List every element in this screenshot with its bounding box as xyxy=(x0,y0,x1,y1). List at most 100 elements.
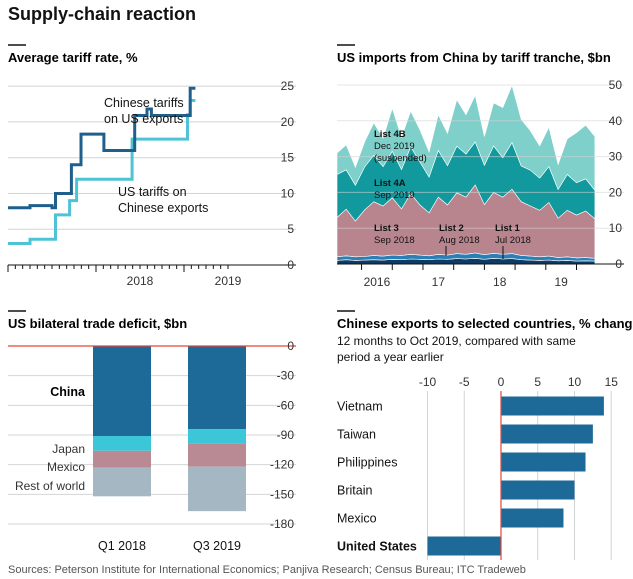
bar xyxy=(501,396,604,416)
series-label-line: Chinese exports xyxy=(118,201,208,215)
category-label: United States xyxy=(337,540,417,554)
y-tick-label: 0 xyxy=(287,339,294,353)
deficit-chart: US bilateral trade deficit, $bn 0 -30 -60 -… xyxy=(8,310,296,553)
deficit-y-tick-labels: 0 -30 -60 -90 -120 -150 -180 xyxy=(270,339,294,531)
tariff-chart-title: Average tariff rate, % xyxy=(8,50,138,65)
bar-segment-mexico xyxy=(188,443,246,467)
x-tick-label: 10 xyxy=(568,375,582,389)
y-tick-label: 0 xyxy=(615,257,622,271)
x-tick-label: -10 xyxy=(419,375,437,389)
imports-y-tick-labels: 0 10 20 30 40 50 xyxy=(609,78,623,271)
source-note: Sources: Peterson Institute for Internat… xyxy=(8,564,526,576)
annotation-list-1: List 1 Jul 2018 xyxy=(495,223,531,246)
figure-title: Supply-chain reaction xyxy=(8,4,196,24)
bar-segment-rest-of-world xyxy=(188,466,246,512)
y-tick-label: 10 xyxy=(609,221,623,235)
category-label: Mexico xyxy=(337,512,377,526)
y-tick-label: 20 xyxy=(609,185,623,199)
annotation-line: Dec 2019 xyxy=(374,141,415,152)
exports-category-labels: Vietnam Taiwan Philippines Britain Mexico Uni… xyxy=(337,400,417,554)
x-tick-label: 19 xyxy=(554,275,568,289)
y-tick-label: -30 xyxy=(277,369,295,383)
x-tick-label: -5 xyxy=(459,375,470,389)
bar xyxy=(501,480,575,500)
deficit-x-labels: Q1 2018 Q3 2019 xyxy=(98,539,241,553)
y-tick-label: 15 xyxy=(281,151,295,165)
annotation-list-4a: List 4A Sep 2019 xyxy=(374,178,415,201)
imports-areas xyxy=(336,84,596,265)
tariff-y-tick-labels: 0 5 10 15 20 25 xyxy=(281,79,295,272)
annotation-line: List 1 xyxy=(495,223,521,234)
category-label: Vietnam xyxy=(337,400,383,414)
annotation-line: Sep 2019 xyxy=(374,190,415,201)
x-tick-label: 5 xyxy=(534,375,541,389)
imports-annotations: List 4B Dec 2019 (suspended) List 4A Sep… xyxy=(374,129,531,259)
subtitle-line: period a year earlier xyxy=(337,350,444,364)
x-tick-label: 18 xyxy=(493,275,507,289)
bar xyxy=(427,536,501,556)
category-label: Britain xyxy=(337,484,372,498)
y-tick-label: -60 xyxy=(277,398,295,412)
y-tick-label: -90 xyxy=(277,428,295,442)
annotation-list-3: List 3 Sep 2018 xyxy=(374,223,415,246)
bar-segment-china xyxy=(93,346,151,436)
category-label: Q1 2018 xyxy=(98,539,146,553)
category-label: Philippines xyxy=(337,456,397,470)
y-tick-label: 10 xyxy=(281,186,295,200)
y-tick-label: 30 xyxy=(609,150,623,164)
tariff-x-axis: 2018 2019 xyxy=(7,264,296,288)
category-label: Q3 2019 xyxy=(193,539,241,553)
x-tick-label: 2019 xyxy=(215,274,242,288)
annotation-line: Jul 2018 xyxy=(495,235,531,246)
annotation-line: List 3 xyxy=(374,223,399,234)
legend-label-china: China xyxy=(50,385,86,399)
deficit-bars xyxy=(8,345,296,512)
legend-label-mexico: Mexico xyxy=(47,460,85,474)
x-tick-label: 0 xyxy=(498,375,505,389)
annotation-line: Aug 2018 xyxy=(439,235,480,246)
annotation-line: List 4B xyxy=(374,129,406,140)
imports-x-axis: 2016 17 18 19 xyxy=(337,263,624,289)
x-tick-label: 2018 xyxy=(127,274,154,288)
exports-chart: Chinese exports to selected countries, %… xyxy=(337,310,633,560)
y-tick-label: 5 xyxy=(287,222,294,236)
legend-label-rest-of-world: Rest of world xyxy=(15,479,85,493)
bar-segment-china xyxy=(188,346,246,430)
bar xyxy=(501,508,564,528)
annotation-line: Sep 2018 xyxy=(374,235,415,246)
y-tick-label: 20 xyxy=(281,115,295,129)
y-tick-label: -180 xyxy=(270,517,294,531)
legend-label-japan: Japan xyxy=(52,442,85,456)
deficit-chart-title: US bilateral trade deficit, $bn xyxy=(8,316,187,331)
imports-chart: US imports from China by tariff tranche,… xyxy=(336,44,624,289)
series-label-line: on US exports xyxy=(104,112,183,126)
exports-chart-title: Chinese exports to selected countries, %… xyxy=(337,316,633,331)
x-tick-label: 15 xyxy=(605,375,619,389)
tariff-chart: Average tariff rate, % 2018 2019 0 5 10 15 20… xyxy=(7,44,296,288)
y-tick-label: -150 xyxy=(270,487,294,501)
exports-gridlines xyxy=(427,391,612,560)
bar-segment-japan xyxy=(93,435,151,451)
annotation-list-2: List 2 Aug 2018 xyxy=(439,223,480,246)
bar xyxy=(501,452,586,472)
bar-segment-mexico xyxy=(93,450,151,468)
y-tick-label: 25 xyxy=(281,79,295,93)
y-tick-label: 0 xyxy=(287,258,294,272)
exports-x-tick-labels: -10 -5 0 5 10 15 xyxy=(419,375,618,389)
series-label-line: US tariffs on xyxy=(118,185,187,199)
series-label-chinese-tariffs: Chinese tariffs on US exports xyxy=(104,96,187,126)
tariff-lines xyxy=(8,86,196,245)
exports-chart-subtitle: 12 months to Oct 2019, compared with sam… xyxy=(337,334,579,364)
series-label-us-tariffs: US tariffs on Chinese exports xyxy=(118,185,208,215)
y-tick-label: 50 xyxy=(609,78,623,92)
deficit-gridlines xyxy=(8,375,296,525)
bar xyxy=(501,424,593,444)
y-tick-label: -120 xyxy=(270,458,294,472)
bar-segment-japan xyxy=(188,429,246,444)
subtitle-line: 12 months to Oct 2019, compared with sam… xyxy=(337,334,576,348)
x-tick-label: 2016 xyxy=(364,275,391,289)
annotation-line: (suspended) xyxy=(374,153,427,164)
category-label: Taiwan xyxy=(337,428,376,442)
annotation-line: List 2 xyxy=(439,223,464,234)
